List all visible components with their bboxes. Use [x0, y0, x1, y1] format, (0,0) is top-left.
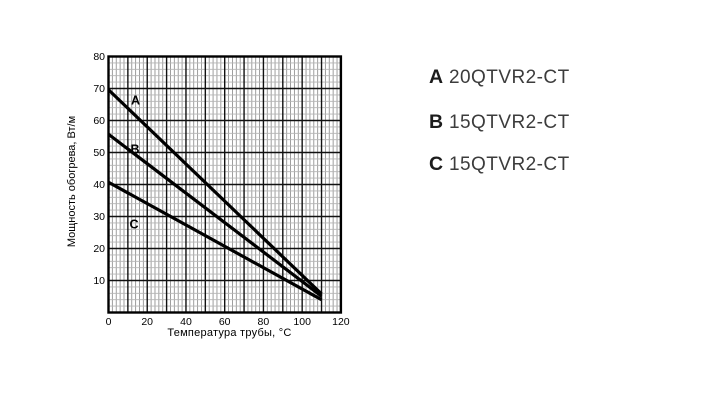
svg-text:70: 70	[93, 83, 105, 95]
svg-text:50: 50	[93, 147, 105, 159]
svg-text:40: 40	[93, 179, 105, 191]
svg-text:A: A	[131, 94, 140, 108]
svg-text:B: B	[130, 143, 139, 157]
svg-text:20: 20	[93, 243, 105, 255]
svg-text:60: 60	[93, 115, 105, 127]
svg-text:Температура трубы, °С: Температура трубы, °С	[167, 327, 291, 339]
svg-text:Мощность обогрева, Вт/м: Мощность обогрева, Вт/м	[66, 116, 78, 247]
svg-text:120: 120	[332, 316, 350, 328]
svg-text:C: C	[129, 218, 138, 232]
svg-text:60: 60	[219, 316, 231, 328]
svg-text:80: 80	[93, 51, 105, 63]
svg-text:40: 40	[180, 316, 192, 328]
svg-text:10: 10	[93, 275, 105, 287]
svg-text:0: 0	[106, 316, 112, 328]
svg-text:30: 30	[93, 211, 105, 223]
svg-text:100: 100	[293, 316, 311, 328]
svg-text:20: 20	[141, 316, 153, 328]
svg-text:80: 80	[258, 316, 270, 328]
